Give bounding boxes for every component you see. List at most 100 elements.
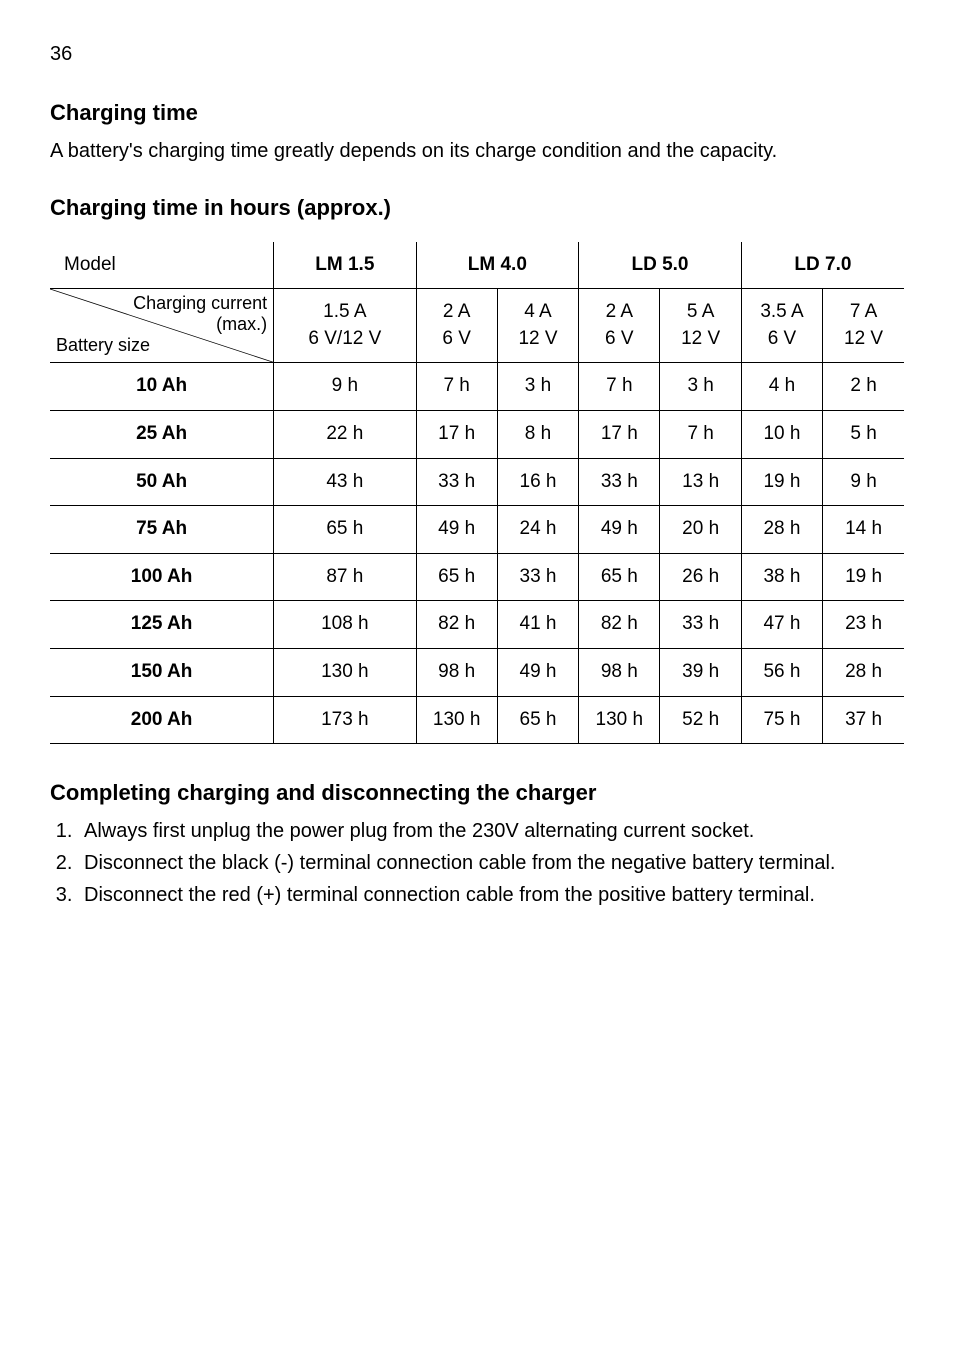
cell: 82 h — [416, 601, 497, 649]
table-row: 125 Ah 108 h 82 h 41 h 82 h 33 h 47 h 23… — [50, 601, 904, 649]
cell: 9 h — [274, 363, 416, 411]
col-current: 1.5 A — [323, 301, 366, 322]
table-row: 100 Ah 87 h 65 h 33 h 65 h 26 h 38 h 19 … — [50, 553, 904, 601]
model-col-header: LD 7.0 — [741, 242, 904, 289]
cell: 5 h — [823, 410, 904, 458]
diag-bottom-label: Battery size — [56, 333, 150, 358]
cell: 41 h — [497, 601, 578, 649]
cell: 8 h — [497, 410, 578, 458]
cell: 22 h — [274, 410, 416, 458]
diagonal-header-cell: Charging current (max.) Battery size — [50, 289, 274, 363]
cell: 87 h — [274, 553, 416, 601]
cell: 38 h — [741, 553, 822, 601]
cell: 82 h — [579, 601, 660, 649]
cell: 75 h — [741, 696, 822, 744]
table-row: 150 Ah 130 h 98 h 49 h 98 h 39 h 56 h 28… — [50, 648, 904, 696]
cell: 49 h — [497, 648, 578, 696]
cell: 16 h — [497, 458, 578, 506]
row-label: 200 Ah — [50, 696, 274, 744]
cell: 3 h — [660, 363, 741, 411]
diag-top-label-2: (max.) — [216, 314, 267, 334]
cell: 52 h — [660, 696, 741, 744]
completing-steps-list: Always first unplug the power plug from … — [50, 817, 904, 909]
col-volt: 6 V/12 V — [308, 328, 381, 349]
col-current: 7 A — [850, 301, 877, 322]
col-spec-cell: 3.5 A 6 V — [741, 289, 822, 363]
cell: 7 h — [660, 410, 741, 458]
cell: 28 h — [741, 506, 822, 554]
cell: 28 h — [823, 648, 904, 696]
col-spec-cell: 7 A 12 V — [823, 289, 904, 363]
cell: 49 h — [416, 506, 497, 554]
cell: 23 h — [823, 601, 904, 649]
cell: 4 h — [741, 363, 822, 411]
col-spec-cell: 5 A12 V — [660, 289, 741, 363]
cell: 65 h — [416, 553, 497, 601]
cell: 7 h — [416, 363, 497, 411]
page-number: 36 — [50, 40, 904, 68]
cell: 24 h — [497, 506, 578, 554]
row-label: 25 Ah — [50, 410, 274, 458]
col-spec-cell: 1.5 A 6 V/12 V — [274, 289, 416, 363]
cell: 7 h — [579, 363, 660, 411]
list-item: Always first unplug the power plug from … — [78, 817, 904, 845]
cell: 65 h — [579, 553, 660, 601]
col-current: 2 A — [606, 301, 633, 322]
table-row: 25 Ah 22 h 17 h 8 h 17 h 7 h 10 h 5 h — [50, 410, 904, 458]
cell: 2 h — [823, 363, 904, 411]
cell: 33 h — [579, 458, 660, 506]
diag-top-label-1: Charging current — [133, 293, 267, 313]
col-volt: 12 V — [681, 328, 720, 349]
cell: 9 h — [823, 458, 904, 506]
cell: 20 h — [660, 506, 741, 554]
cell: 98 h — [416, 648, 497, 696]
cell: 65 h — [497, 696, 578, 744]
col-current: 4 A — [524, 301, 551, 322]
col-volt: 12 V — [844, 328, 883, 349]
list-item: Disconnect the black (-) terminal connec… — [78, 849, 904, 877]
table-row: 10 Ah 9 h 7 h 3 h 7 h 3 h 4 h 2 h — [50, 363, 904, 411]
cell: 37 h — [823, 696, 904, 744]
col-spec-cell: 2 A6 V — [579, 289, 660, 363]
cell: 49 h — [579, 506, 660, 554]
col-volt: 6 V — [442, 328, 471, 349]
table-header-row: Model LM 1.5 LM 4.0 LD 5.0 LD 7.0 — [50, 242, 904, 289]
table-subheader-row: Charging current (max.) Battery size 1.5… — [50, 289, 904, 363]
cell: 43 h — [274, 458, 416, 506]
charging-time-body: A battery's charging time greatly depend… — [50, 137, 904, 165]
col-volt: 12 V — [518, 328, 557, 349]
row-label: 10 Ah — [50, 363, 274, 411]
cell: 14 h — [823, 506, 904, 554]
cell: 33 h — [497, 553, 578, 601]
charging-time-table: Model LM 1.5 LM 4.0 LD 5.0 LD 7.0 Chargi… — [50, 242, 904, 745]
cell: 65 h — [274, 506, 416, 554]
col-current: 2 A — [443, 301, 470, 322]
cell: 10 h — [741, 410, 822, 458]
col-volt: 6 V — [768, 328, 797, 349]
cell: 17 h — [579, 410, 660, 458]
cell: 17 h — [416, 410, 497, 458]
list-item: Disconnect the red (+) terminal connecti… — [78, 881, 904, 909]
table-row: 75 Ah 65 h 49 h 24 h 49 h 20 h 28 h 14 h — [50, 506, 904, 554]
cell: 108 h — [274, 601, 416, 649]
cell: 26 h — [660, 553, 741, 601]
model-col-header: LD 5.0 — [579, 242, 742, 289]
cell: 47 h — [741, 601, 822, 649]
col-spec-cell: 4 A 12 V — [497, 289, 578, 363]
model-col-header: LM 1.5 — [274, 242, 416, 289]
table-row: 200 Ah 173 h 130 h 65 h 130 h 52 h 75 h … — [50, 696, 904, 744]
row-label: 150 Ah — [50, 648, 274, 696]
cell: 173 h — [274, 696, 416, 744]
cell: 33 h — [660, 601, 741, 649]
col-current: 3.5 A — [760, 301, 803, 322]
cell: 130 h — [416, 696, 497, 744]
completing-heading: Completing charging and disconnecting th… — [50, 778, 904, 809]
row-label: 75 Ah — [50, 506, 274, 554]
charging-time-heading: Charging time — [50, 98, 904, 129]
model-label-cell: Model — [50, 242, 274, 289]
cell: 33 h — [416, 458, 497, 506]
row-label: 125 Ah — [50, 601, 274, 649]
cell: 39 h — [660, 648, 741, 696]
col-spec-cell: 2 A6 V — [416, 289, 497, 363]
cell: 19 h — [741, 458, 822, 506]
